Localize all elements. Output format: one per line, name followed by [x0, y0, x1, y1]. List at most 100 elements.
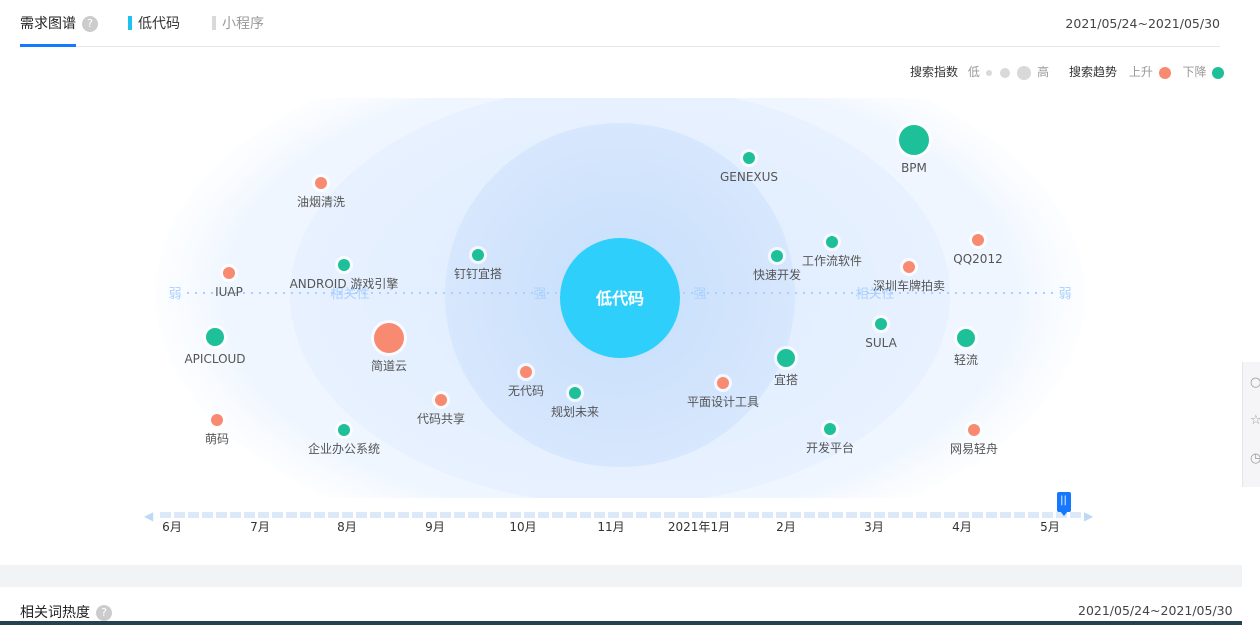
timeline-segment	[1028, 512, 1039, 518]
keyword-node-label[interactable]: 宜搭	[774, 372, 798, 387]
tab-demand-graph[interactable]: 需求图谱?	[20, 14, 98, 34]
timeline-segment	[790, 512, 801, 518]
timeline-segment	[230, 512, 241, 518]
timeline-prev-icon[interactable]: ◀	[144, 509, 154, 523]
timeline-segment	[580, 512, 591, 518]
history-icon[interactable]: ◷	[1250, 451, 1260, 466]
keyword-node[interactable]	[315, 177, 327, 189]
keyword-node-label[interactable]: BPM	[901, 161, 927, 175]
keyword-node[interactable]	[211, 414, 223, 426]
keyword-node-label[interactable]: IUAP	[215, 285, 243, 299]
timeline-segment	[426, 512, 437, 518]
keyword-node[interactable]	[338, 259, 350, 271]
keyword-node-label[interactable]: 深圳车牌拍卖	[873, 278, 945, 293]
legend-index-label: 搜索指数	[910, 65, 959, 79]
keyword-node-label[interactable]: 代码共享	[417, 411, 465, 426]
timeline-segment	[860, 512, 871, 518]
size-dot-small	[985, 69, 992, 76]
timeline-month-label: 3月	[864, 520, 884, 534]
keyword-node-label[interactable]: 油烟清洗	[297, 195, 345, 209]
keyword-color-bar	[128, 16, 132, 30]
keyword-node-label[interactable]: 规划未来	[551, 404, 599, 419]
timeline-segment	[1070, 512, 1081, 518]
keyword-node[interactable]	[875, 318, 887, 330]
timeline-next-icon[interactable]: ▶	[1084, 509, 1094, 523]
keyword-node[interactable]	[223, 267, 235, 279]
timeline-segment	[930, 512, 941, 518]
keyword-node-label[interactable]: QQ2012	[953, 252, 1002, 266]
timeline-segment	[328, 512, 339, 518]
help-icon[interactable]: ?	[82, 16, 98, 32]
timeline-segment	[300, 512, 311, 518]
tab-bar: 需求图谱? 低代码 小程序 2021/05/24~2021/05/30	[20, 0, 1220, 47]
timeline-segment	[314, 512, 325, 518]
timeline-segment	[1042, 512, 1053, 518]
keyword-node-label[interactable]: 钉钉宜搭	[454, 266, 502, 281]
keyword-node-label[interactable]: 平面设计工具	[687, 395, 759, 409]
keyword-node-label[interactable]: 企业办公系统	[308, 441, 380, 456]
related-heat-card	[0, 587, 1242, 625]
keyword-node-label[interactable]: 工作流软件	[802, 254, 862, 268]
keyword-node[interactable]	[826, 236, 838, 248]
keyword-node[interactable]	[968, 424, 980, 436]
keyword-node[interactable]	[771, 250, 783, 262]
keyword-node[interactable]	[206, 328, 224, 346]
keyword-node[interactable]	[903, 261, 915, 273]
keyword-node[interactable]	[435, 394, 447, 406]
keyword-tab-lowcode[interactable]: 低代码	[138, 16, 180, 32]
timeline-month-label: 6月	[162, 520, 182, 534]
keyword-node-label[interactable]: GENEXUS	[720, 170, 778, 184]
keyword-node-label[interactable]: 网易轻舟	[950, 442, 998, 456]
keyword-node-label[interactable]: 简道云	[371, 359, 407, 373]
share-icon[interactable]: ○	[1250, 375, 1260, 390]
star-icon[interactable]: ☆	[1250, 413, 1260, 428]
keyword-node[interactable]	[338, 424, 350, 436]
keyword-node-label[interactable]: ANDROID 游戏引擎	[290, 276, 399, 291]
timeline-month-label: 9月	[425, 520, 445, 534]
keyword-node[interactable]	[472, 249, 484, 261]
keyword-node[interactable]	[957, 329, 975, 347]
keyword-node[interactable]	[520, 366, 532, 378]
size-dot-large	[1017, 65, 1032, 80]
legend-low: 低	[967, 65, 980, 79]
keyword-node[interactable]	[374, 323, 404, 353]
size-dot-medium	[999, 67, 1010, 78]
keyword-node-label[interactable]: 轻流	[954, 353, 978, 367]
keyword-node[interactable]	[824, 423, 836, 435]
timeline-segment	[776, 512, 787, 518]
timeline-segment	[986, 512, 997, 518]
date-range: 2021/05/24~2021/05/30	[1065, 16, 1220, 31]
keyword-node-label[interactable]: SULA	[865, 336, 897, 350]
center-keyword-circle[interactable]	[560, 238, 680, 358]
keyword-node-label[interactable]: 萌码	[205, 432, 229, 446]
timeline-segment	[804, 512, 815, 518]
keyword-node[interactable]	[743, 152, 755, 164]
keyword-node[interactable]	[972, 234, 984, 246]
timeline-segment	[468, 512, 479, 518]
keyword-node-label[interactable]: APICLOUD	[184, 352, 245, 366]
keyword-node[interactable]	[569, 387, 581, 399]
keyword-node[interactable]	[899, 125, 929, 155]
timeline-segment	[832, 512, 843, 518]
keyword-node-label[interactable]: 快速开发	[753, 267, 801, 282]
timeline-month-label: 2021年1月	[667, 520, 731, 534]
timeline-handle[interactable]: ||	[1056, 492, 1071, 516]
keyword-node[interactable]	[777, 349, 795, 367]
keyword-node-label[interactable]: 无代码	[508, 384, 544, 398]
help-icon[interactable]: ?	[96, 605, 112, 621]
axis-weak-left: 弱	[168, 287, 181, 302]
timeline-segment	[538, 512, 549, 518]
tab-demand-graph-label: 需求图谱	[20, 16, 76, 32]
keyword-tab-miniprogram[interactable]: 小程序	[222, 16, 264, 32]
timeline-segment	[902, 512, 913, 518]
timeline-segment	[818, 512, 829, 518]
keyword-node-label[interactable]: 开发平台	[806, 440, 854, 455]
center-keyword-label: 低代码	[595, 289, 644, 308]
timeline-month-label: 7月	[250, 520, 270, 534]
up-dot	[1158, 66, 1171, 79]
keyword-node[interactable]	[717, 377, 729, 389]
timeline-segment	[454, 512, 465, 518]
timeline-segment	[370, 512, 381, 518]
timeline-segment	[720, 512, 731, 518]
